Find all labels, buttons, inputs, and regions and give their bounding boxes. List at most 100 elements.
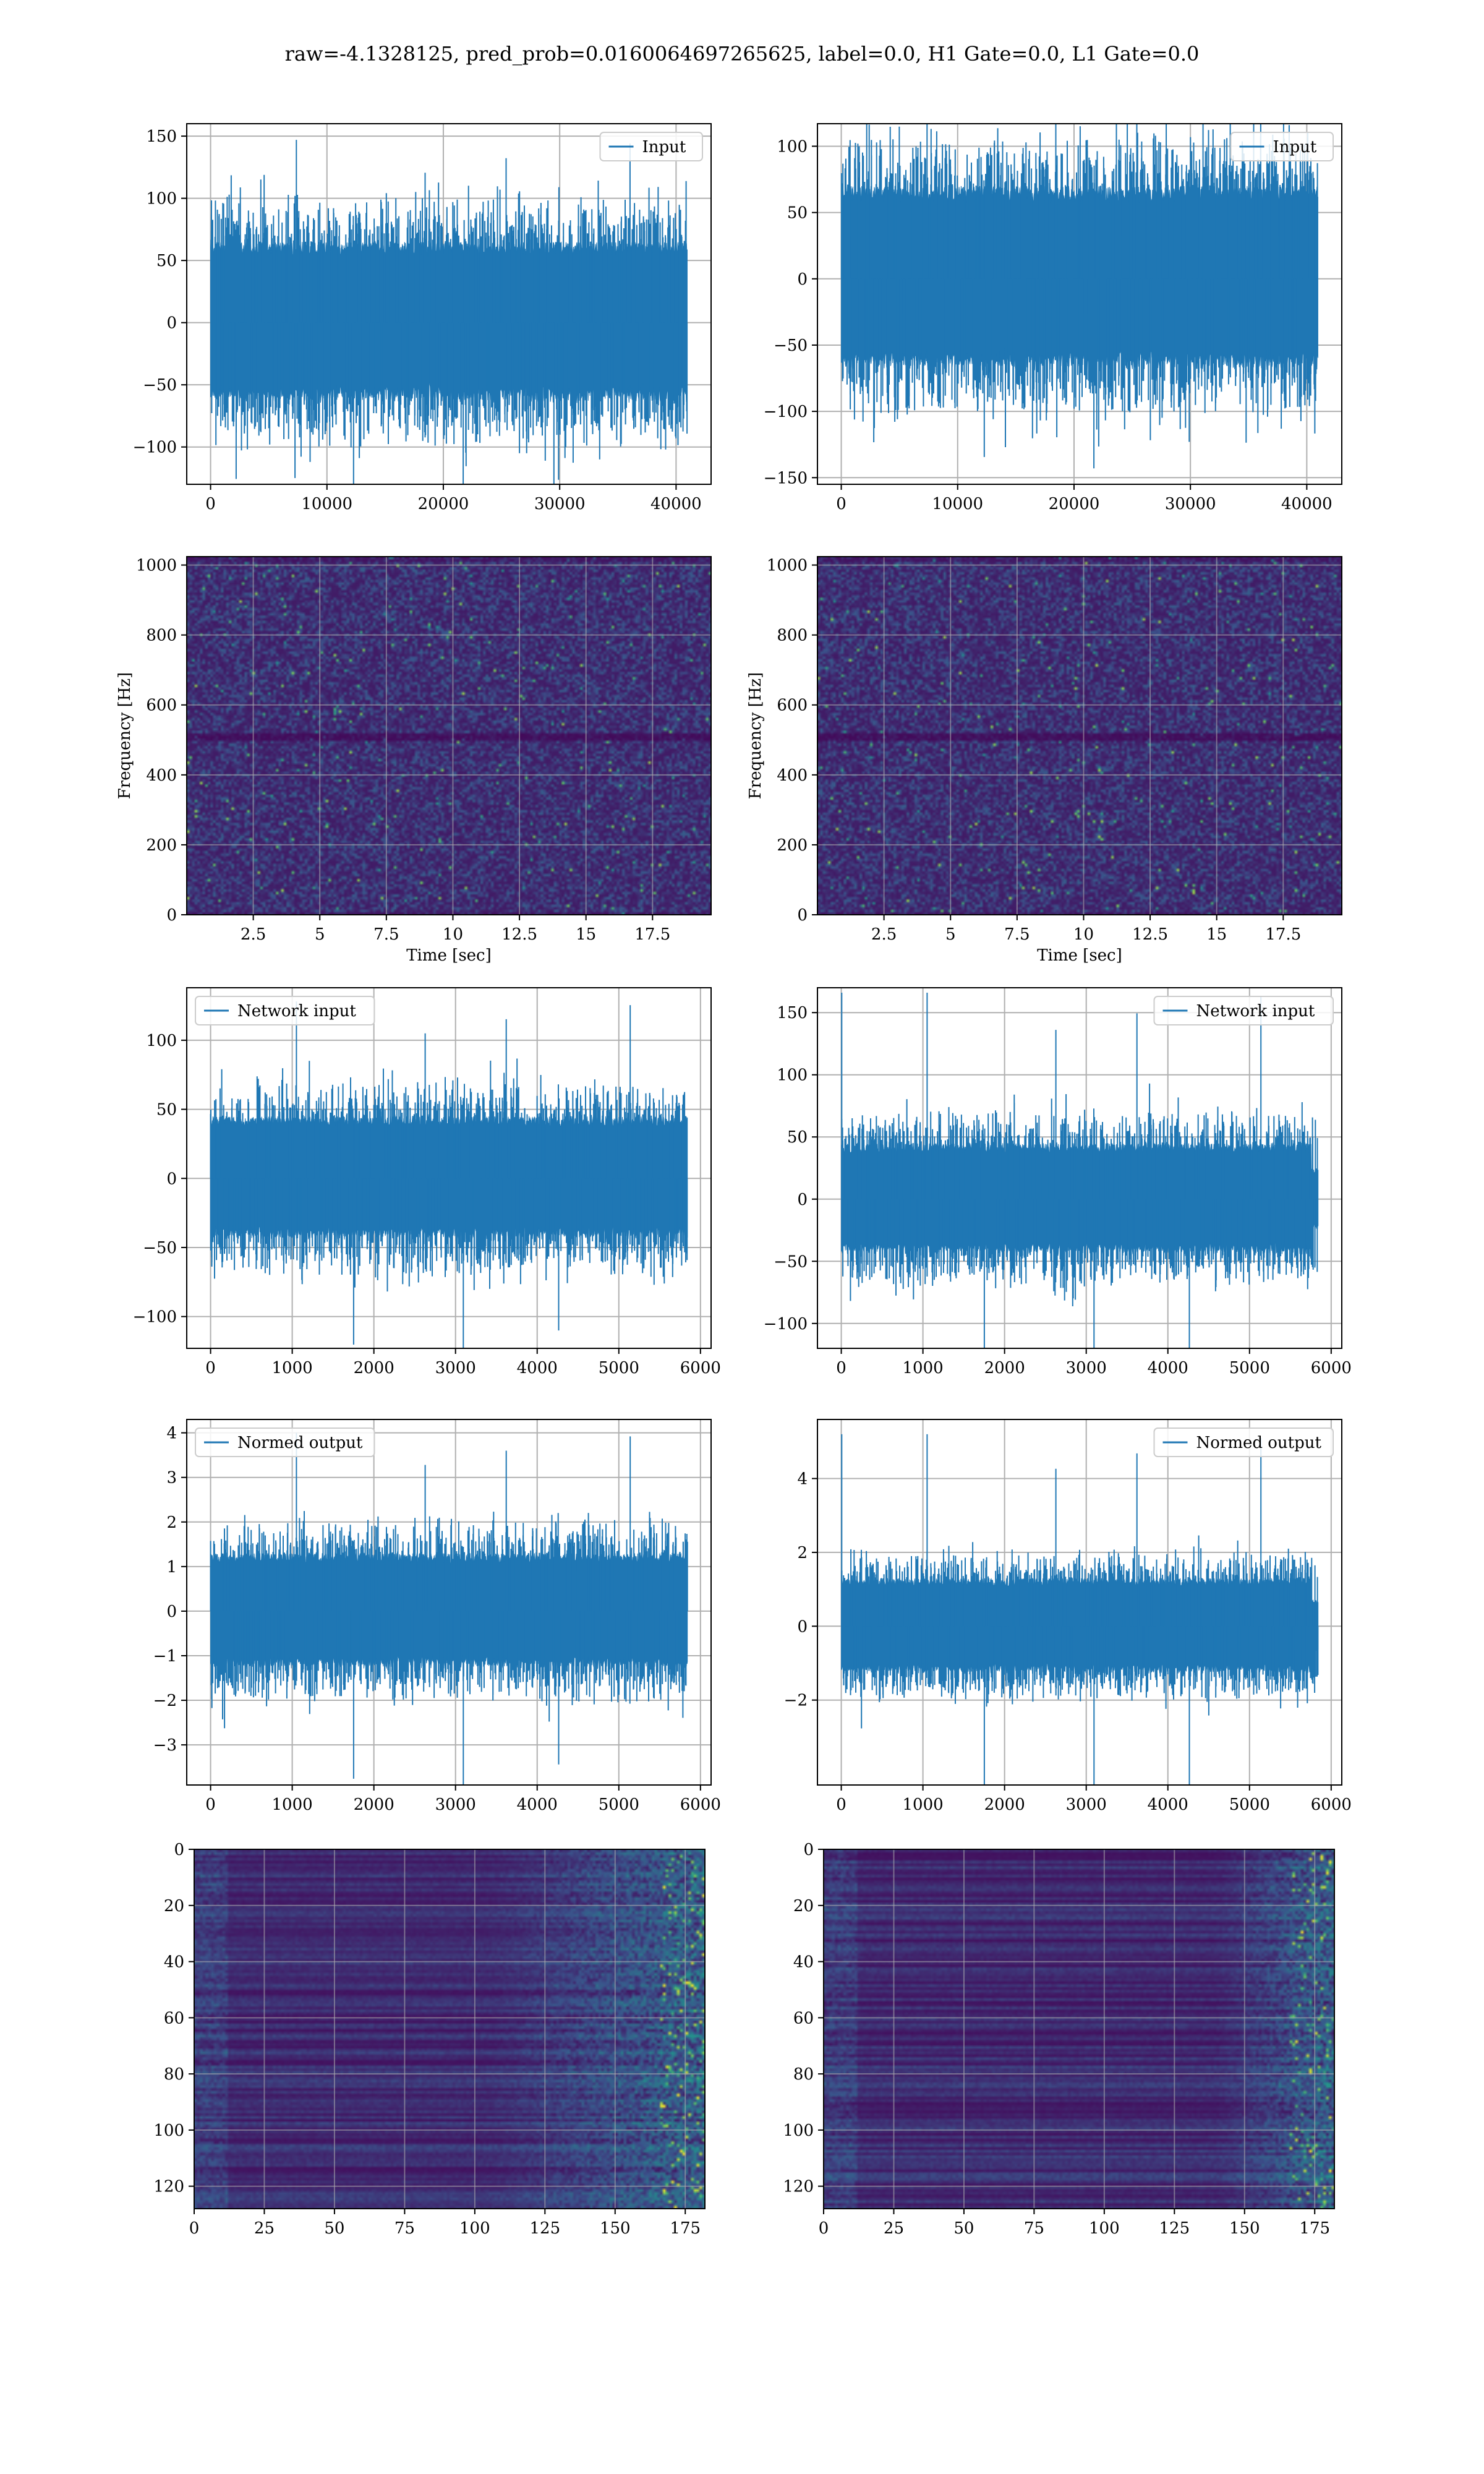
legend-label: Normed output xyxy=(1196,1434,1322,1452)
spectrogram-image xyxy=(817,557,1342,915)
axes-row3-left: 0 1000 2000 3000 4000 5000 6000 −100 −50 0 50 100 Ne… xyxy=(133,987,721,1377)
y-tick-label: 100 xyxy=(146,190,177,208)
x-tick-label: 175 xyxy=(670,2219,701,2238)
x-tick-label: 0 xyxy=(189,2219,200,2238)
y-tick-label: −50 xyxy=(774,1252,808,1271)
x-tick-label: 3000 xyxy=(1066,1359,1107,1377)
x-axis-label: Time [sec] xyxy=(1037,946,1122,965)
x-tick-label: 5 xyxy=(945,925,956,944)
heatmap-image xyxy=(194,1849,705,2209)
x-tick-label: 3000 xyxy=(1066,1796,1107,1814)
legend: Normed output xyxy=(195,1427,375,1457)
axes-row4-right: 0 1000 2000 3000 4000 5000 6000 −2 0 2 4 Normed out… xyxy=(784,1419,1352,1814)
y-tick-label: 400 xyxy=(146,766,177,785)
x-tick-label: 6000 xyxy=(680,1796,721,1814)
series-row1-left xyxy=(210,140,688,484)
y-tick-label: −100 xyxy=(764,403,808,421)
axes-frame xyxy=(186,123,712,485)
y-tick-label: 50 xyxy=(156,1101,177,1119)
x-tick-label: 12.5 xyxy=(501,925,537,944)
y-tick-label: 3 xyxy=(166,1469,177,1487)
axes-row2-left: 2.5 5 7.5 10 12.5 15 17.5 0 200 400 600 800 1000 Time… xyxy=(116,556,712,965)
y-tick-label: 0 xyxy=(166,314,177,333)
y-tick-label: 200 xyxy=(777,836,808,855)
x-tick-label: 125 xyxy=(1159,2219,1190,2238)
spectrogram-image xyxy=(187,557,711,915)
y-tick-label: 100 xyxy=(777,1066,808,1085)
axes-row3-right: 0 1000 2000 3000 4000 5000 6000 −100 −50 0 50 100 15… xyxy=(764,987,1352,1377)
x-tick-label: 7.5 xyxy=(373,925,399,944)
y-tick-label: 2 xyxy=(797,1544,808,1562)
x-tick-label: 5000 xyxy=(1229,1796,1270,1814)
y-tick-label: −2 xyxy=(784,1692,808,1710)
y-tick-label: 50 xyxy=(787,1128,808,1147)
legend-box xyxy=(1153,1427,1334,1457)
series-spikes xyxy=(840,124,1318,469)
y-axis-label: Frequency [Hz] xyxy=(116,672,134,800)
y-tick-label: 0 xyxy=(174,1841,184,1859)
y-tick-label: 100 xyxy=(146,1032,177,1050)
x-tick-label: 17.5 xyxy=(1265,925,1301,944)
series-row4-right xyxy=(841,1434,1319,1785)
y-tick-label: −50 xyxy=(143,1239,177,1257)
legend-label: Network input xyxy=(237,1002,356,1021)
y-tick-label: 0 xyxy=(797,1191,808,1209)
y-tick-label: 1000 xyxy=(136,557,177,575)
x-tick-label: 4000 xyxy=(517,1796,558,1814)
x-tick-label: 17.5 xyxy=(634,925,670,944)
x-tick-label: 10000 xyxy=(932,495,983,513)
x-tick-label: 40000 xyxy=(650,495,702,513)
series-row3-right xyxy=(841,993,1319,1348)
x-tick-label: 0 xyxy=(836,1359,846,1377)
x-tick-label: 25 xyxy=(254,2219,275,2238)
axes-row2-right: 2.5 5 7.5 10 12.5 15 17.5 0 200 400 600 800 1000 Time… xyxy=(746,556,1342,965)
x-tick-label: 1000 xyxy=(272,1359,313,1377)
y-tick-label: 0 xyxy=(797,1617,808,1636)
x-tick-label: 30000 xyxy=(1165,495,1216,513)
x-tick-label: 20000 xyxy=(418,495,469,513)
y-tick-label: 0 xyxy=(803,1841,814,1859)
x-tick-label: 1000 xyxy=(272,1796,313,1814)
y-tick-label: 2 xyxy=(166,1513,177,1532)
y-tick-label: 40 xyxy=(793,1953,814,1972)
legend-label: Input xyxy=(1273,138,1317,156)
x-tick-label: 5000 xyxy=(599,1359,639,1377)
y-tick-label: −100 xyxy=(764,1315,808,1333)
y-tick-label: 50 xyxy=(787,204,808,223)
y-tick-label: −50 xyxy=(774,336,808,355)
x-tick-label: 40000 xyxy=(1281,495,1333,513)
heatmap-image xyxy=(824,1849,1334,2209)
series-spikes xyxy=(210,1432,688,1785)
axes-frame xyxy=(186,556,712,915)
y-tick-label: 200 xyxy=(146,836,177,855)
y-tick-label: 400 xyxy=(777,766,808,785)
x-tick-label: 50 xyxy=(953,2219,974,2238)
x-tick-label: 100 xyxy=(459,2219,490,2238)
legend-box xyxy=(1153,996,1334,1025)
series-spikes xyxy=(210,1001,688,1348)
x-tick-label: 2000 xyxy=(354,1796,394,1814)
x-tick-label: 15 xyxy=(576,925,596,944)
x-tick-label: 2.5 xyxy=(871,925,897,944)
legend: Network input xyxy=(1153,996,1334,1025)
x-tick-label: 10000 xyxy=(301,495,352,513)
x-tick-label: 175 xyxy=(1299,2219,1330,2238)
x-tick-label: 2.5 xyxy=(241,925,266,944)
axes-row5-right: 0 25 50 75 100 125 150 175 0 20 40 60 80 100 120 xyxy=(783,1841,1335,2238)
series-spikes xyxy=(841,1434,1319,1785)
y-tick-label: 600 xyxy=(777,696,808,715)
y-tick-label: 800 xyxy=(146,627,177,645)
y-tick-label: 120 xyxy=(153,2178,184,2196)
axes-row1-left: 0 10000 20000 30000 40000 −100 −50 0 50 100 150 Inp… xyxy=(133,123,712,513)
axes-frame xyxy=(817,1419,1342,1786)
series-row4-left xyxy=(210,1432,688,1785)
x-tick-label: 2000 xyxy=(354,1359,394,1377)
legend-box xyxy=(195,996,375,1025)
y-tick-label: 0 xyxy=(166,1170,177,1188)
y-tick-label: 1000 xyxy=(767,557,808,575)
y-tick-label: 4 xyxy=(797,1470,808,1489)
x-tick-label: 0 xyxy=(836,495,846,513)
axes-row4-left: 0 1000 2000 3000 4000 5000 6000 −3 −2 −1 0 1 2 3 4 Norm… xyxy=(153,1419,721,1814)
figure-title: raw=-4.1328125, pred_prob=0.016006469726… xyxy=(284,42,1200,66)
